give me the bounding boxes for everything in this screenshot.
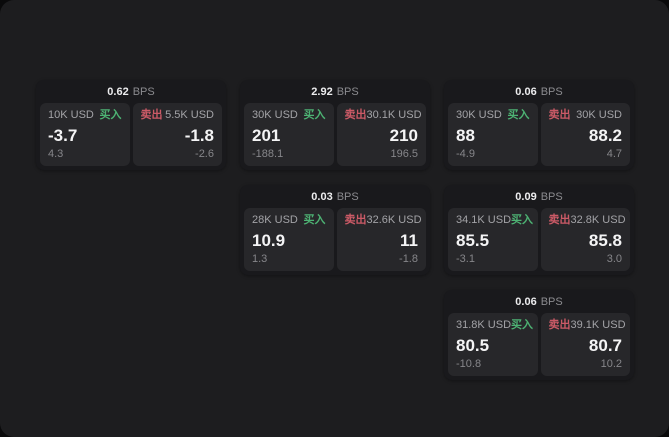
sell-delta: 3.0 (606, 253, 622, 265)
sell-amount: 32.8K USD (570, 214, 626, 226)
buy-price: 88 (456, 125, 475, 145)
card-header: 0.06 BPS (444, 290, 634, 313)
sell-side-label: 卖出 (140, 109, 163, 121)
sell-amount: 39.1K USD (570, 319, 626, 331)
sell-amount: 32.6K USD (366, 214, 422, 226)
buy-panel[interactable]: 34.1K USD 买入 85.5 -3.1 (448, 208, 538, 271)
spread-unit: BPS (132, 85, 155, 98)
spread-value: 0.62 (107, 85, 129, 98)
quote-card: 0.03 BPS 28K USD 买入 10.9 1.3 卖出 32.6K US… (240, 185, 430, 275)
sell-delta: 4.7 (606, 148, 622, 160)
buy-amount: 28K USD (252, 214, 298, 226)
buy-delta: -3.1 (456, 253, 475, 265)
buy-panel[interactable]: 30K USD 买入 201 -188.1 (244, 103, 334, 166)
sell-side-label: 卖出 (344, 109, 367, 121)
sell-panel[interactable]: 卖出 39.1K USD 80.7 10.2 (540, 313, 630, 376)
buy-amount: 30K USD (252, 109, 298, 121)
buy-amount: 31.8K USD (456, 319, 512, 331)
buy-panel[interactable]: 10K USD 买入 -3.7 4.3 (40, 103, 130, 166)
buy-price: 10.9 (252, 230, 286, 250)
card-header: 0.62 BPS (36, 80, 226, 103)
quote-panels: 30K USD 买入 88 -4.9 卖出 30K USD 88.2 4.7 (444, 103, 634, 170)
spread-unit: BPS (540, 295, 563, 308)
sell-panel[interactable]: 卖出 30.1K USD 210 196.5 (336, 103, 426, 166)
quote-panels: 10K USD 买入 -3.7 4.3 卖出 5.5K USD -1.8 -2.… (36, 103, 226, 170)
buy-side-label: 买入 (303, 214, 326, 226)
quote-cards-grid: 0.62 BPS 10K USD 买入 -3.7 4.3 卖出 5.5K USD (36, 80, 634, 380)
sell-amount: 5.5K USD (165, 109, 214, 121)
buy-price: 201 (252, 125, 281, 145)
card-header: 0.06 BPS (444, 80, 634, 103)
sell-panel[interactable]: 卖出 32.6K USD 11 -1.8 (336, 208, 426, 271)
buy-delta: -4.9 (456, 148, 475, 160)
sell-price: 88.2 (588, 125, 622, 145)
sell-delta: 196.5 (390, 148, 418, 160)
sell-price: 11 (400, 230, 418, 250)
sell-panel[interactable]: 卖出 32.8K USD 85.8 3.0 (540, 208, 630, 271)
buy-delta: -188.1 (252, 148, 284, 160)
sell-delta: -1.8 (399, 253, 418, 265)
buy-panel[interactable]: 31.8K USD 买入 80.5 -10.8 (448, 313, 538, 376)
spread-unit: BPS (540, 85, 563, 98)
buy-amount: 10K USD (48, 109, 94, 121)
buy-side-label: 买入 (99, 109, 122, 121)
card-header: 0.09 BPS (444, 185, 634, 208)
card-header: 2.92 BPS (240, 80, 430, 103)
quote-panels: 30K USD 买入 201 -188.1 卖出 30.1K USD 210 1… (240, 103, 430, 170)
buy-price: -3.7 (48, 125, 78, 145)
spread-value: 0.06 (515, 85, 537, 98)
sell-panel[interactable]: 卖出 30K USD 88.2 4.7 (540, 103, 630, 166)
quote-card: 0.62 BPS 10K USD 买入 -3.7 4.3 卖出 5.5K USD (36, 80, 226, 170)
sell-panel[interactable]: 卖出 5.5K USD -1.8 -2.6 (132, 103, 222, 166)
buy-panel[interactable]: 30K USD 买入 88 -4.9 (448, 103, 538, 166)
buy-panel[interactable]: 28K USD 买入 10.9 1.3 (244, 208, 334, 271)
buy-amount: 34.1K USD (456, 214, 512, 226)
quote-panels: 34.1K USD 买入 85.5 -3.1 卖出 32.8K USD 85.8… (444, 208, 634, 275)
sell-price: 210 (389, 125, 418, 145)
buy-delta: -10.8 (456, 358, 482, 370)
spread-value: 0.09 (515, 190, 537, 203)
sell-amount: 30.1K USD (366, 109, 422, 121)
sell-price: 80.7 (588, 335, 622, 355)
quote-card: 2.92 BPS 30K USD 买入 201 -188.1 卖出 30.1K … (240, 80, 430, 170)
spread-unit: BPS (540, 190, 563, 203)
spread-value: 0.06 (515, 295, 537, 308)
buy-side-label: 买入 (507, 109, 530, 121)
buy-price: 85.5 (456, 230, 490, 250)
quote-card: 0.06 BPS 31.8K USD 买入 80.5 -10.8 卖出 39.1… (444, 290, 634, 380)
sell-amount: 30K USD (576, 109, 622, 121)
sell-side-label: 卖出 (548, 214, 571, 226)
buy-delta: 1.3 (252, 253, 268, 265)
buy-amount: 30K USD (456, 109, 502, 121)
quote-card: 0.06 BPS 30K USD 买入 88 -4.9 卖出 30K USD (444, 80, 634, 170)
sell-delta: 10.2 (600, 358, 622, 370)
spread-unit: BPS (336, 190, 359, 203)
buy-delta: 4.3 (48, 148, 64, 160)
sell-side-label: 卖出 (548, 319, 571, 331)
buy-side-label: 买入 (511, 214, 534, 226)
quote-panels: 31.8K USD 买入 80.5 -10.8 卖出 39.1K USD 80.… (444, 313, 634, 380)
spread-value: 0.03 (311, 190, 333, 203)
sell-delta: -2.6 (195, 148, 214, 160)
sell-price: -1.8 (184, 125, 214, 145)
card-header: 0.03 BPS (240, 185, 430, 208)
quote-panels: 28K USD 买入 10.9 1.3 卖出 32.6K USD 11 -1.8 (240, 208, 430, 275)
buy-side-label: 买入 (511, 319, 534, 331)
buy-side-label: 买入 (303, 109, 326, 121)
spread-unit: BPS (336, 85, 359, 98)
sell-side-label: 卖出 (548, 109, 571, 121)
buy-price: 80.5 (456, 335, 490, 355)
sell-price: 85.8 (588, 230, 622, 250)
quote-card: 0.09 BPS 34.1K USD 买入 85.5 -3.1 卖出 32.8K… (444, 185, 634, 275)
spread-value: 2.92 (311, 85, 333, 98)
sell-side-label: 卖出 (344, 214, 367, 226)
